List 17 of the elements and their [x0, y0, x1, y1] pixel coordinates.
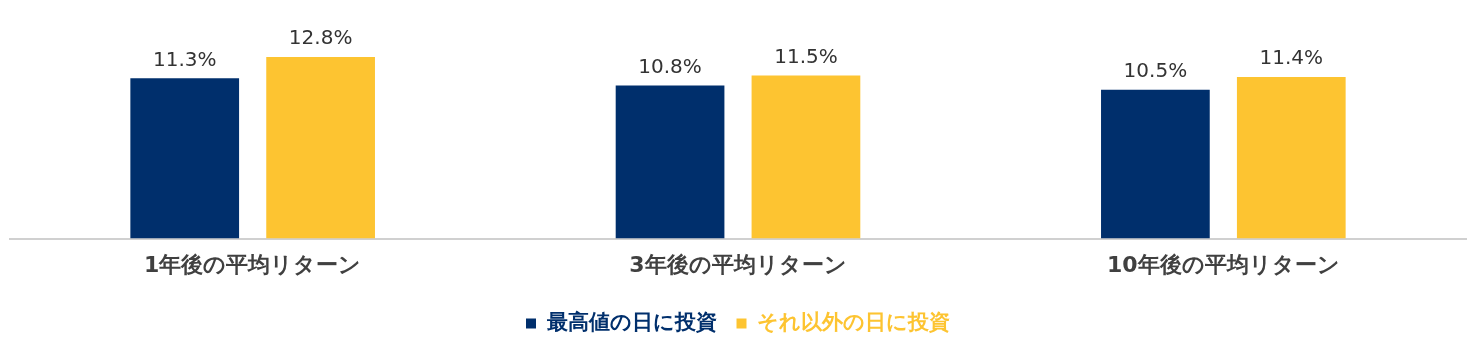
data-label: 11.3%: [152, 46, 217, 71]
x-tick-label: 1年後の平均リターン: [144, 251, 362, 277]
bar: [751, 75, 861, 239]
bar: [130, 78, 240, 239]
data-label: 12.8%: [288, 25, 353, 50]
data-label: 10.8%: [638, 53, 702, 78]
bar: [1236, 76, 1346, 239]
legend-label: 最高値の日に投資: [545, 309, 717, 334]
x-tick-label: 3年後の平均リターン: [629, 251, 847, 277]
data-label: 10.5%: [1123, 57, 1188, 82]
data-label: 11.4%: [1259, 45, 1324, 70]
bar: [266, 57, 375, 239]
x-tick-label: 10年後の平均リターン: [1107, 251, 1340, 277]
bar: [615, 85, 725, 239]
legend-label: それ以外の日に投資: [757, 309, 950, 334]
data-label: 11.5%: [774, 43, 838, 68]
bar: [1101, 89, 1210, 239]
